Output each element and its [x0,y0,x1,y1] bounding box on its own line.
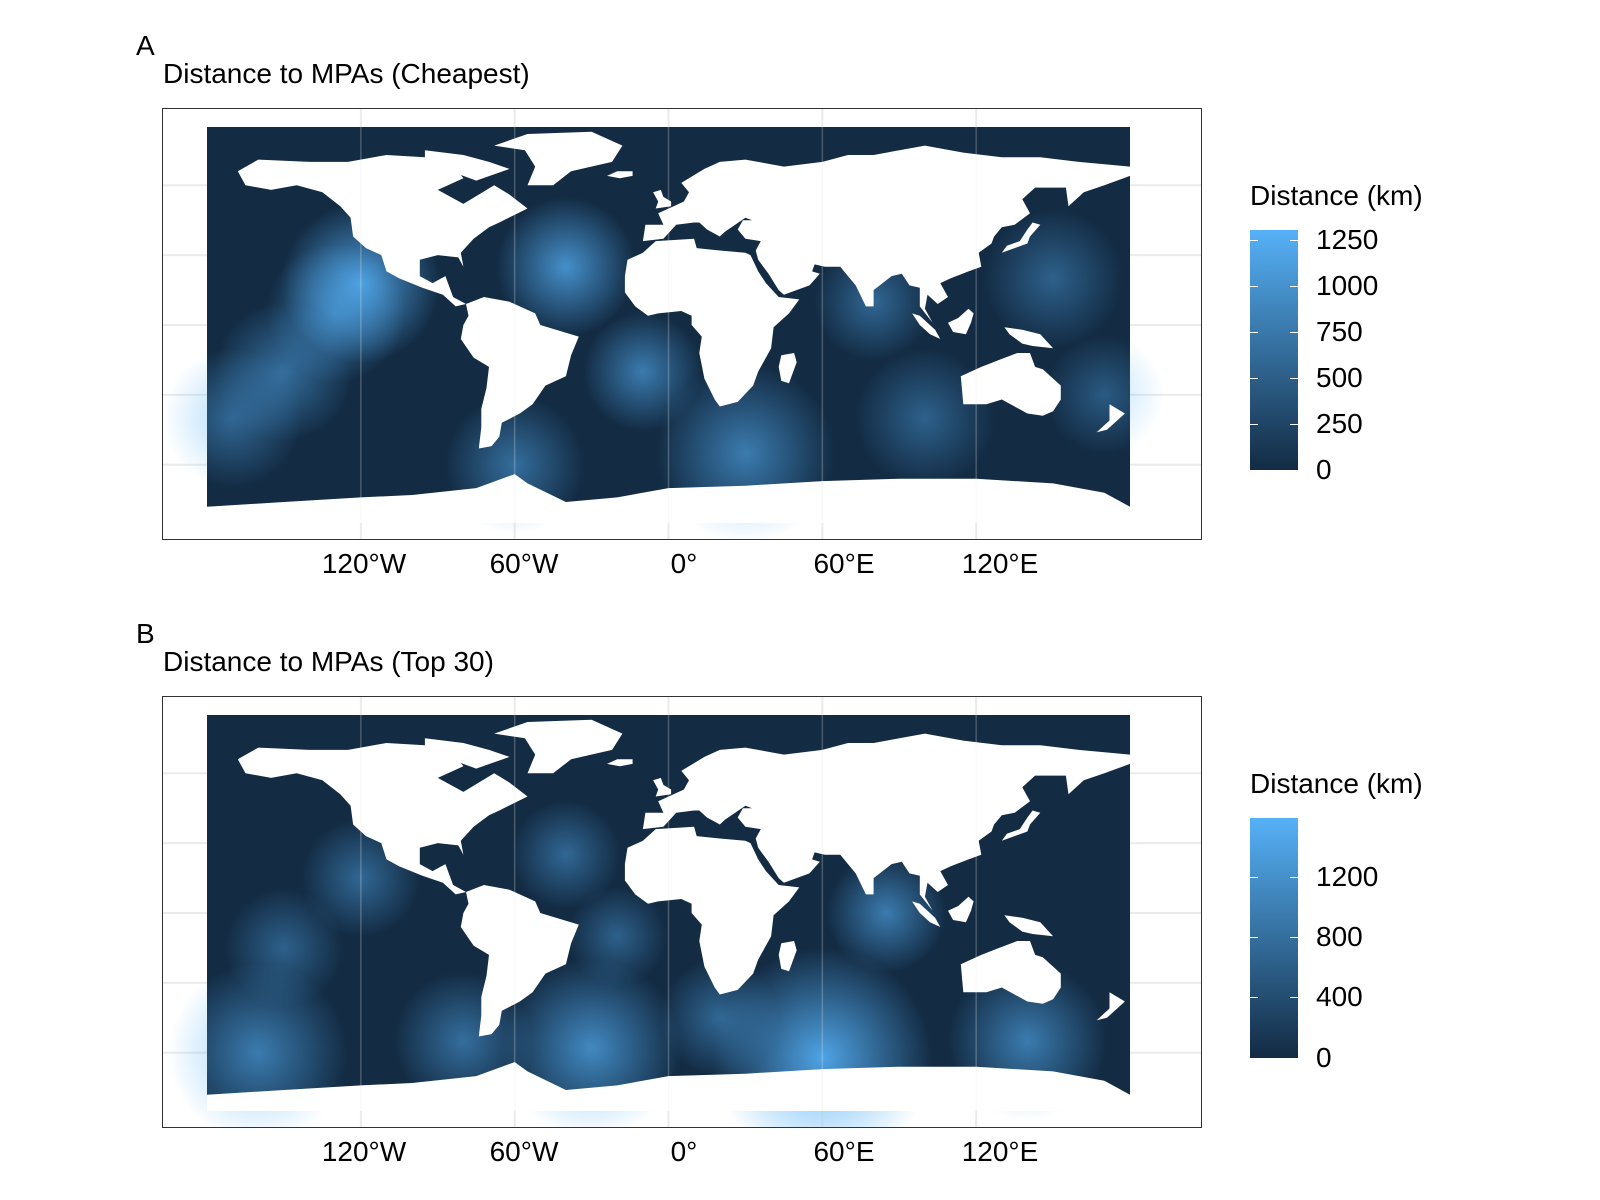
panel-title: Distance to MPAs (Cheapest) [163,58,530,90]
legend-tick-label: 1250 [1316,224,1378,256]
legend-tick-mark [1290,378,1298,379]
legend-tick-mark [1250,424,1258,425]
legend-tick-label: 750 [1316,316,1363,348]
legend-tick-mark [1250,286,1258,287]
legend-tick-mark [1250,378,1258,379]
world-map [163,109,1202,540]
legend-tick-label: 400 [1316,981,1363,1013]
legend-tick-label: 500 [1316,362,1363,394]
x-tick-label: 60°W [490,548,559,580]
x-tick-label: 60°W [490,1136,559,1168]
distance-glow [163,348,303,488]
panel-b: B Distance to MPAs (Top 30) 120°W 60°W 0… [0,590,1600,1190]
panel-title: Distance to MPAs (Top 30) [163,646,494,678]
legend-title: Distance (km) [1250,768,1423,800]
legend-tick-mark [1250,877,1258,878]
legend-tick-label: 250 [1316,408,1363,440]
legend-tick-label: 0 [1316,1042,1332,1074]
x-tick-label: 120°W [322,1136,406,1168]
legend-tick-mark [1290,997,1298,998]
legend-title: Distance (km) [1250,180,1423,212]
x-tick-label: 120°E [962,548,1039,580]
legend-colorbar [1250,818,1298,1058]
legend-tick-label: 1200 [1316,861,1378,893]
map-frame [162,696,1202,1128]
x-tick-label: 0° [671,1136,698,1168]
legend-tick-label: 0 [1316,454,1332,486]
legend-tick-mark [1290,1058,1298,1059]
x-tick-label: 0° [671,548,698,580]
legend-colorbar [1250,230,1298,470]
legend-tick-mark [1250,332,1258,333]
legend-tick-mark [1290,240,1298,241]
x-tick-label: 120°W [322,548,406,580]
legend-tick-mark [1290,286,1298,287]
distance-glow [855,348,995,488]
legend-tick-mark [1290,470,1298,471]
panel-letter: A [136,30,155,62]
legend-tick-label: 800 [1316,921,1363,953]
map-frame [162,108,1202,540]
x-tick-label: 60°E [813,1136,874,1168]
legend-tick-mark [1290,877,1298,878]
legend-tick-mark [1290,424,1298,425]
legend-tick-mark [1250,470,1258,471]
distance-glow [983,208,1123,348]
distance-glow [1044,335,1164,455]
legend-tick-mark [1250,997,1258,998]
x-tick-label: 60°E [813,548,874,580]
x-tick-label: 120°E [962,1136,1039,1168]
panel-a: A Distance to MPAs (Cheapest) 120°W 60°W… [0,0,1600,600]
legend-tick-label: 1000 [1316,270,1378,302]
legend-tick-mark [1290,937,1298,938]
world-map [163,697,1202,1128]
legend-tick-mark [1290,332,1298,333]
legend-tick-mark [1250,1058,1258,1059]
legend-tick-mark [1250,240,1258,241]
panel-letter: B [136,618,155,650]
legend-tick-mark [1250,937,1258,938]
